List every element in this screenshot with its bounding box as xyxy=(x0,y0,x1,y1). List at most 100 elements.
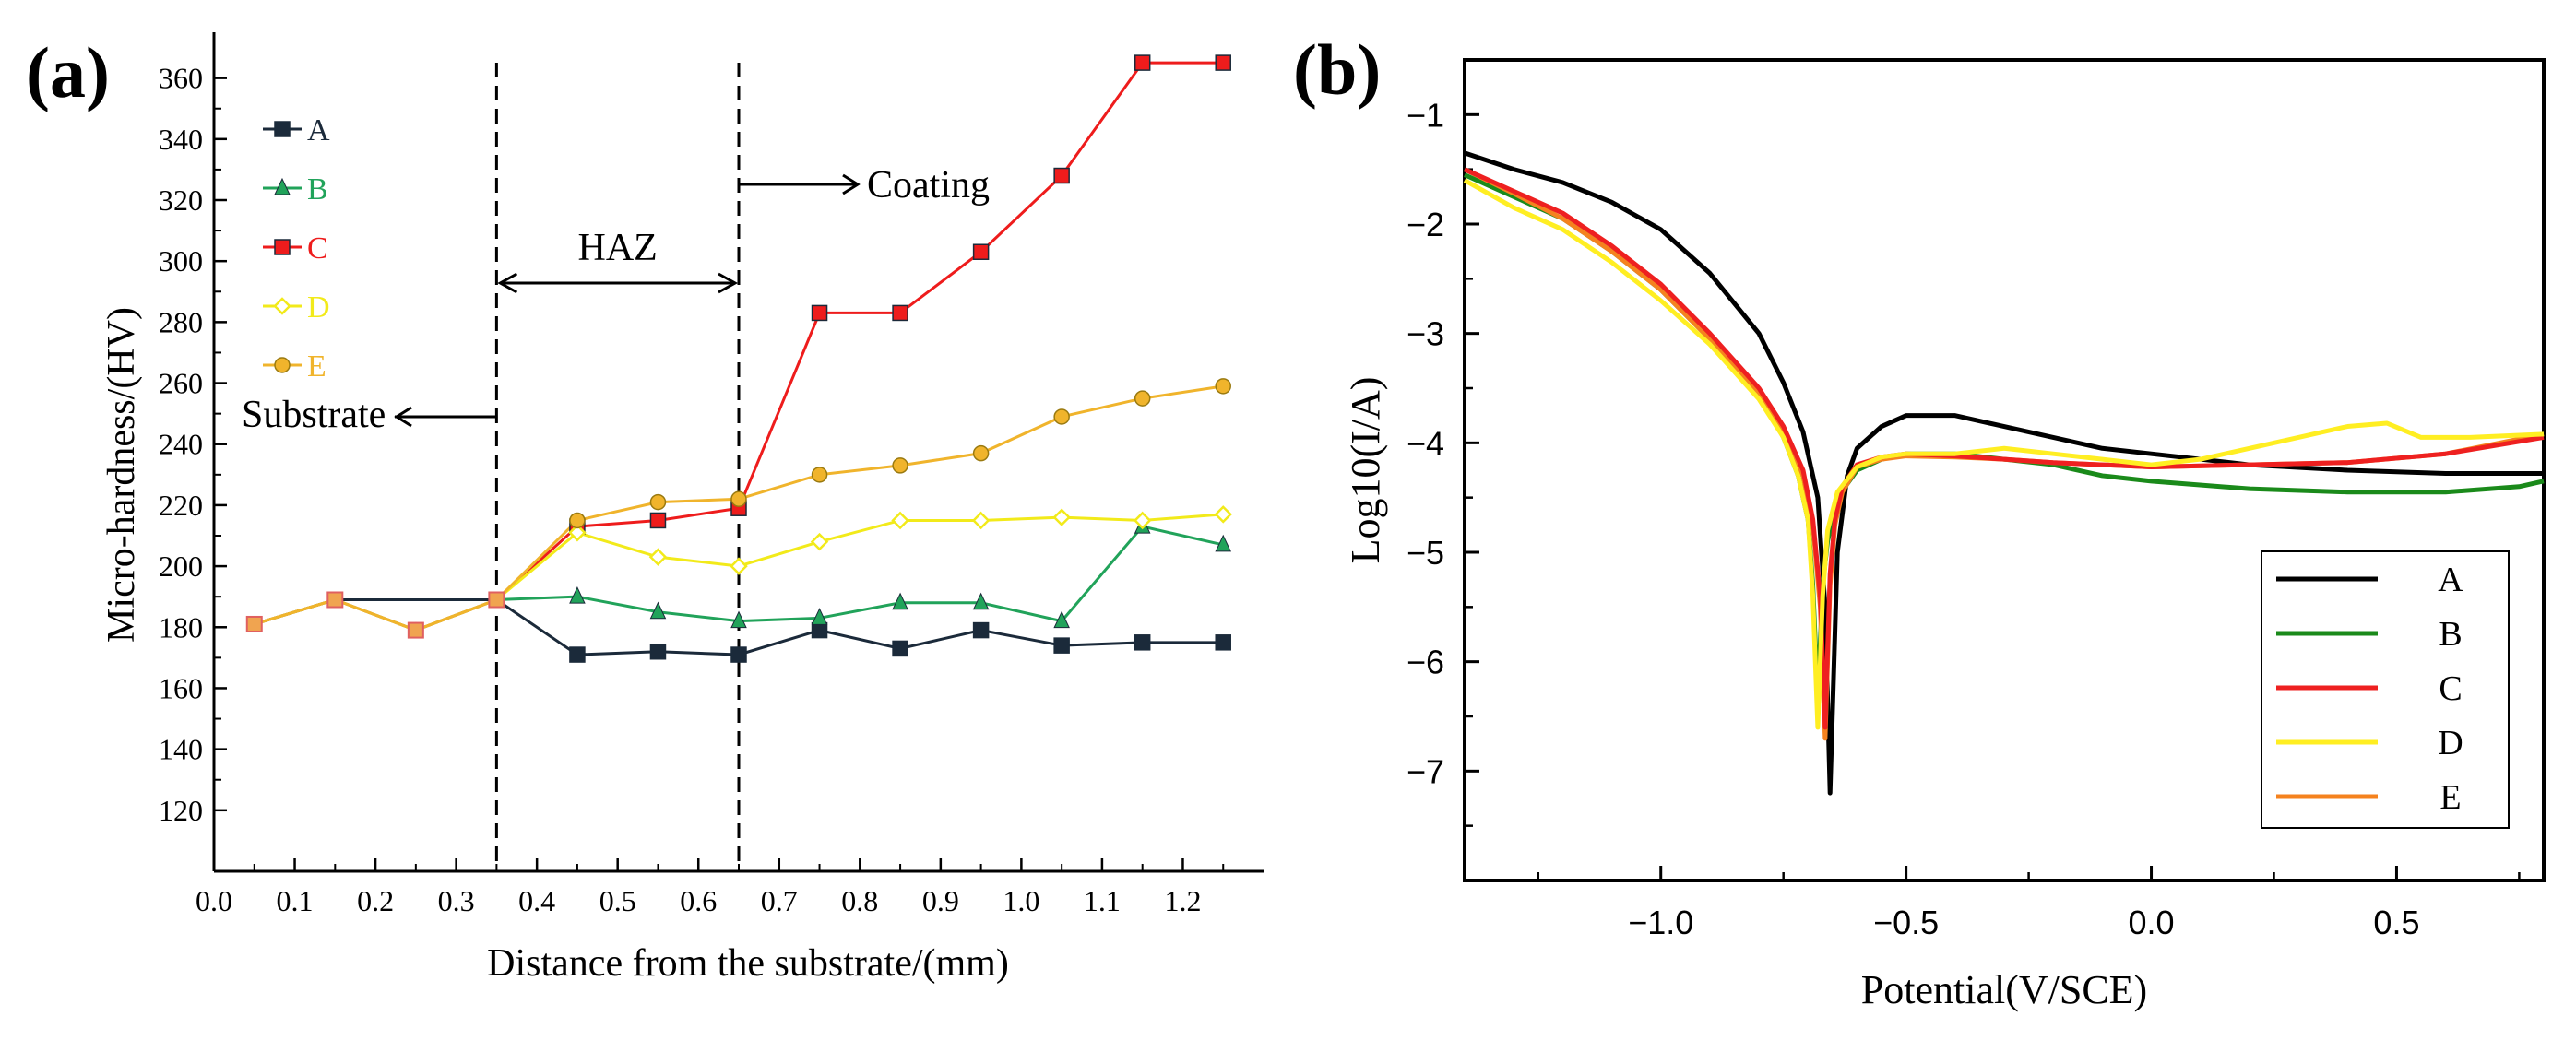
data-point-E xyxy=(1215,378,1231,395)
panel-b-polarization-chart: (b) −1 −2 −3 −4 −5 −6 −7 −1.0 −0.5 0.0 0.5 Potential… xyxy=(1293,30,2546,1012)
data-point-E xyxy=(972,444,990,462)
data-point-B xyxy=(569,586,586,604)
data-point-C xyxy=(1134,54,1151,71)
x-tick-label: 0.5 xyxy=(2373,904,2419,941)
data-point-D xyxy=(1052,508,1071,526)
legend-marker-D xyxy=(273,297,291,315)
x-tick-label: 1.2 xyxy=(1164,884,1201,917)
x-tick-label: 0.3 xyxy=(438,884,475,917)
y-tick-label: 220 xyxy=(159,489,203,522)
series-line-C xyxy=(1463,167,2545,730)
legend-marker-B xyxy=(274,177,291,195)
data-point-A xyxy=(1134,634,1151,651)
data-point-A xyxy=(649,643,667,660)
data-point-D xyxy=(730,557,748,575)
x-tick-label: 0.6 xyxy=(680,884,717,917)
x-tick-label: 0.5 xyxy=(599,884,636,917)
data-point-C xyxy=(1053,167,1070,184)
legend-label-E: E xyxy=(2439,778,2461,817)
data-point-A xyxy=(892,640,908,657)
x-tick-label: 0.9 xyxy=(922,884,959,917)
x-tick-label: 0.1 xyxy=(277,884,314,917)
y-tick-label: 140 xyxy=(159,733,203,766)
x-tick-label: 0.0 xyxy=(2129,904,2175,941)
coating-arrow-head xyxy=(842,173,861,195)
y-tick-label: −5 xyxy=(1407,534,1444,572)
data-point-C xyxy=(972,243,990,261)
data-point-E xyxy=(569,512,586,529)
y-axis-title: Micro-hardness/(HV) xyxy=(101,307,143,643)
legend-marker-E xyxy=(274,357,291,373)
substrate-arrow-head xyxy=(394,406,412,428)
shared-data-point xyxy=(407,621,424,639)
legend-label-D: D xyxy=(2438,724,2463,762)
legend-label-B: B xyxy=(307,172,328,207)
data-point-A xyxy=(811,621,828,639)
y-tick-label: −7 xyxy=(1407,752,1444,790)
y-tick-label: 120 xyxy=(159,794,203,827)
data-point-D xyxy=(568,523,587,542)
y-tick-label: 160 xyxy=(159,671,203,704)
x-tick-label: −0.5 xyxy=(1873,904,1939,941)
legend-label-C: C xyxy=(2439,669,2462,708)
data-point-D xyxy=(810,532,829,551)
y-tick-label: 340 xyxy=(159,123,203,156)
x-tick-label: 1.0 xyxy=(1003,884,1039,917)
coating-label: Coating xyxy=(867,164,990,207)
y-tick-label: 260 xyxy=(159,367,203,400)
data-point-A xyxy=(1053,637,1070,654)
legend-label-B: B xyxy=(2439,615,2462,654)
y-axis-title: Log10(I/A) xyxy=(1343,377,1388,564)
haz-arrow-right-head xyxy=(718,272,739,294)
data-point-D xyxy=(891,511,909,530)
haz-label: HAZ xyxy=(578,227,658,269)
data-point-C xyxy=(649,512,667,529)
x-tick-label: 0.8 xyxy=(841,884,878,917)
y-tick-label: −1 xyxy=(1407,96,1444,134)
y-tick-label: 360 xyxy=(159,62,203,95)
substrate-label: Substrate xyxy=(242,394,386,436)
legend-label-A: A xyxy=(307,113,330,148)
data-point-A xyxy=(972,621,990,639)
series-line-D xyxy=(1463,178,2545,730)
y-tick-label: −3 xyxy=(1407,315,1444,353)
data-point-A xyxy=(1215,634,1231,651)
y-tick-label: −4 xyxy=(1407,424,1444,462)
y-tick-label: −6 xyxy=(1407,644,1444,681)
shared-data-point xyxy=(245,615,263,632)
data-point-A xyxy=(569,646,586,663)
y-tick-label: 300 xyxy=(159,244,203,278)
data-point-B xyxy=(1053,610,1070,629)
legend-label-D: D xyxy=(307,290,330,325)
data-point-E xyxy=(649,493,667,511)
data-point-B xyxy=(730,610,747,629)
series-line-A xyxy=(1464,150,2544,796)
panel-label: (a) xyxy=(26,32,110,112)
data-point-E xyxy=(730,490,747,508)
y-tick-label: 280 xyxy=(159,305,203,338)
data-point-D xyxy=(648,548,668,566)
y-tick-label: 240 xyxy=(159,428,203,461)
y-tick-label: 320 xyxy=(159,183,203,217)
data-point-B xyxy=(649,601,667,620)
haz-arrow-left-head xyxy=(497,272,518,294)
data-point-B xyxy=(811,608,828,625)
legend-label-E: E xyxy=(307,349,326,384)
x-axis-title: Potential(V/SCE) xyxy=(1861,967,2147,1012)
x-tick-label: 1.1 xyxy=(1084,884,1121,917)
legend-label-A: A xyxy=(2438,561,2463,599)
x-axis-title: Distance from the substrate/(mm) xyxy=(487,942,1009,985)
panel-label: (b) xyxy=(1293,30,1381,110)
data-point-E xyxy=(892,457,908,474)
data-point-B xyxy=(1215,534,1232,552)
plot-frame xyxy=(1463,58,2546,882)
data-point-C xyxy=(1215,54,1231,71)
x-tick-label: 0.2 xyxy=(357,884,394,917)
shared-data-point xyxy=(488,591,505,609)
x-tick-label: 0.0 xyxy=(196,884,232,917)
data-point-B xyxy=(892,592,908,610)
legend-label-C: C xyxy=(307,231,328,266)
data-point-E xyxy=(811,467,828,483)
data-point-E xyxy=(1053,408,1070,425)
